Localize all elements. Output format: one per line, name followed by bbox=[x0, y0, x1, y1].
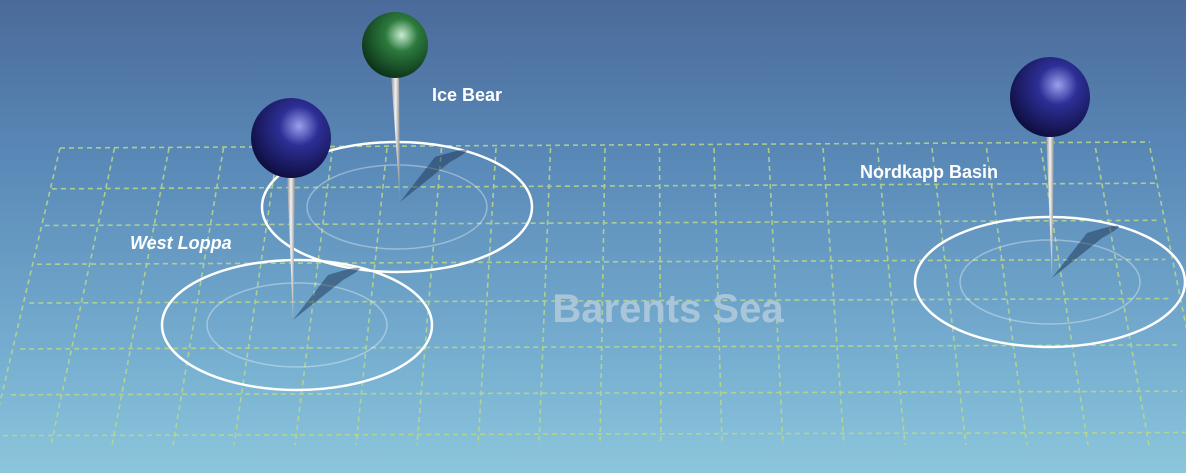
grid-line bbox=[0, 147, 61, 407]
pin-head bbox=[362, 12, 428, 78]
pin-label: Ice Bear bbox=[432, 85, 502, 105]
grid bbox=[0, 141, 1186, 446]
pin-needle bbox=[287, 174, 295, 320]
grid-line bbox=[931, 147, 967, 446]
grid-line bbox=[658, 147, 662, 446]
pin-label: West Loppa bbox=[130, 233, 232, 253]
grid-line bbox=[294, 147, 334, 446]
grid-line bbox=[50, 147, 116, 446]
pin: Nordkapp Basin bbox=[860, 57, 1186, 349]
grid-line bbox=[477, 147, 497, 446]
pin-ring bbox=[160, 258, 434, 392]
grid-line bbox=[876, 147, 906, 446]
pin-label: Nordkapp Basin bbox=[860, 162, 998, 182]
pins: Ice Bear West Loppa Nordkapp Basin bbox=[130, 12, 1186, 392]
pin-shadow bbox=[400, 149, 467, 202]
pin-head bbox=[1010, 57, 1090, 137]
pin: West Loppa bbox=[130, 98, 434, 392]
pin-ring-inner bbox=[206, 282, 388, 368]
grid-line bbox=[111, 147, 170, 446]
pin-head bbox=[251, 98, 331, 178]
grid-line bbox=[538, 147, 552, 446]
pin-needle bbox=[1046, 133, 1054, 278]
pin-needle bbox=[391, 74, 400, 202]
grid-line bbox=[355, 147, 388, 446]
grid-line bbox=[11, 390, 1183, 396]
pin-shadow bbox=[293, 267, 360, 320]
sea-label: Barents Sea bbox=[552, 287, 784, 331]
grid-line bbox=[59, 141, 1151, 149]
pin: Ice Bear bbox=[260, 12, 534, 274]
pin-ring-inner bbox=[959, 239, 1141, 325]
grid-line bbox=[44, 219, 1161, 227]
grid-line bbox=[599, 147, 606, 446]
grid-line bbox=[985, 147, 1028, 446]
pin-shadow bbox=[1052, 225, 1119, 278]
pin-ring-inner bbox=[306, 164, 488, 250]
grid-line bbox=[29, 297, 1171, 304]
grid-line bbox=[822, 147, 845, 446]
grid-line bbox=[20, 344, 1177, 350]
grid-line bbox=[767, 147, 784, 446]
grid-line bbox=[713, 147, 723, 446]
grid-line bbox=[36, 258, 1166, 266]
grid-line bbox=[416, 147, 443, 446]
